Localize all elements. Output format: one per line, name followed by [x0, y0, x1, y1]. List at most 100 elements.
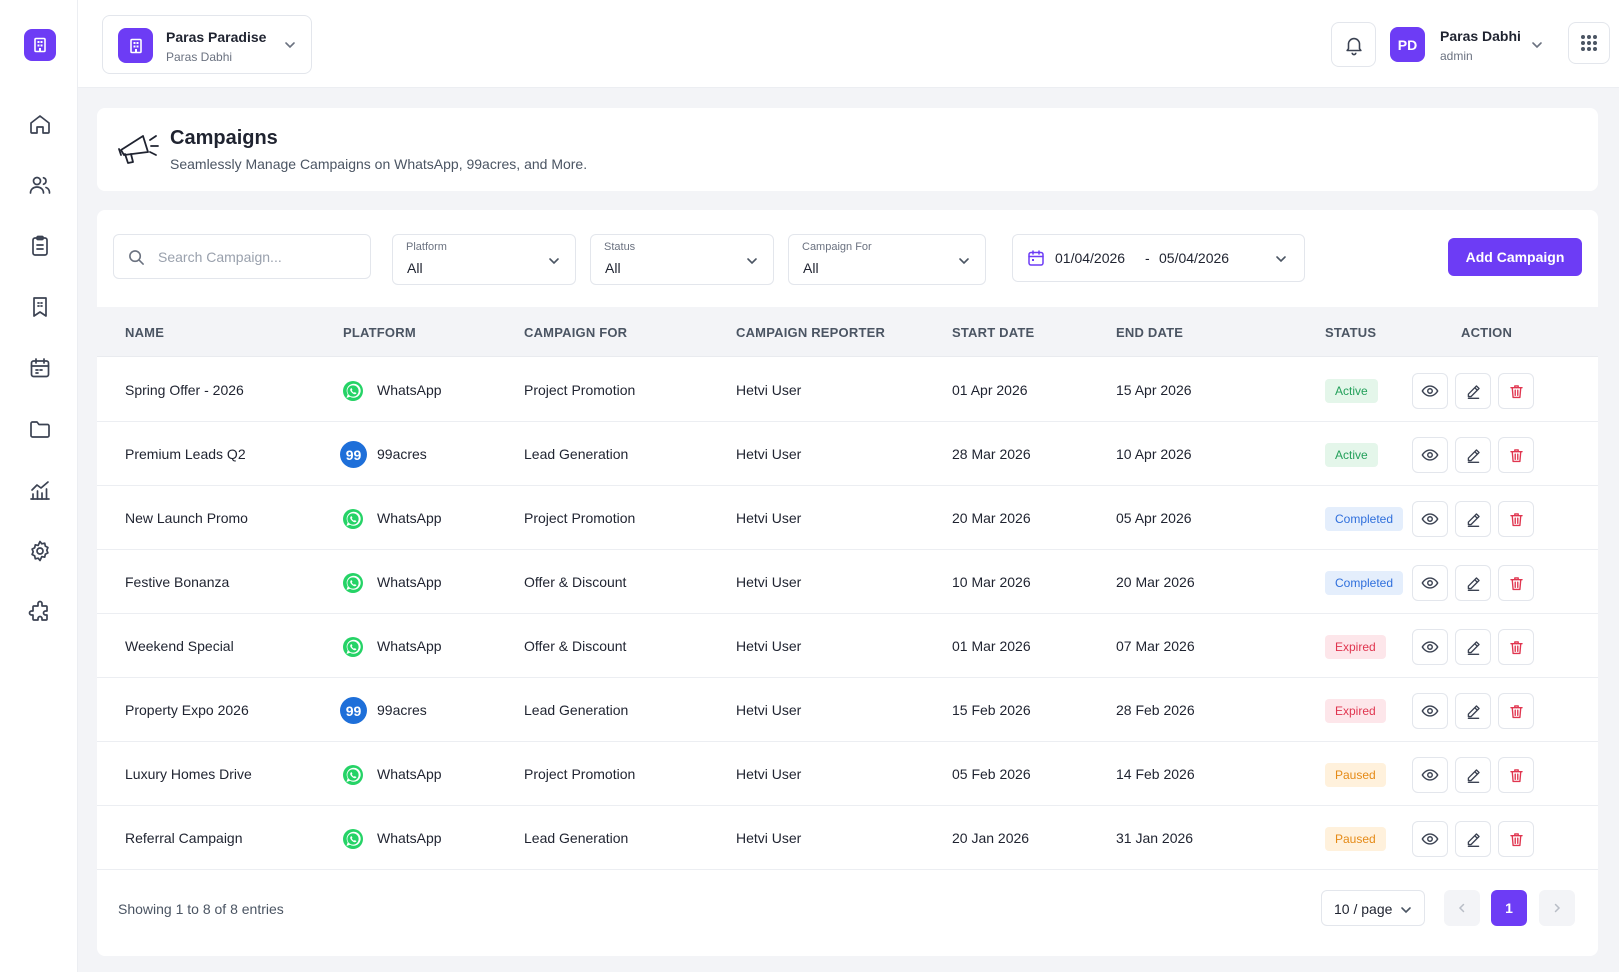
search-input[interactable] [158, 235, 363, 278]
campaign-platform: WhatsApp [377, 510, 442, 526]
campaign-reporter: Hetvi User [736, 766, 802, 782]
campaign-name[interactable]: Property Expo 2026 [125, 702, 249, 718]
edit-button[interactable] [1455, 373, 1491, 409]
campaign-platform: WhatsApp [377, 638, 442, 654]
delete-button[interactable] [1498, 501, 1534, 537]
status-badge: Active [1325, 443, 1378, 467]
platform-filter[interactable]: Platform All [392, 234, 576, 285]
page-button-current[interactable]: 1 [1491, 890, 1527, 926]
campaign-name[interactable]: New Launch Promo [125, 510, 248, 526]
add-campaign-button[interactable]: Add Campaign [1448, 238, 1582, 276]
delete-button[interactable] [1498, 437, 1534, 473]
campaigns-card: Platform All Status All Campaign For All… [97, 210, 1598, 956]
column-header-end-date[interactable]: END DATE [1116, 325, 1184, 340]
view-button[interactable] [1412, 437, 1448, 473]
view-button[interactable] [1412, 373, 1448, 409]
project-owner: Paras Dabhi [166, 50, 233, 64]
next-page-button[interactable] [1539, 890, 1575, 926]
megaphone-icon [118, 135, 159, 164]
status-filter-label: Status [604, 241, 636, 253]
edit-button[interactable] [1455, 757, 1491, 793]
delete-button[interactable] [1498, 373, 1534, 409]
sidebar-item-calendar[interactable] [22, 350, 58, 386]
campaign-start-date: 10 Mar 2026 [952, 574, 1031, 590]
edit-button[interactable] [1455, 629, 1491, 665]
sidebar-item-home[interactable] [22, 106, 58, 142]
user-menu[interactable]: PD Paras Dabhi admin [1390, 26, 1550, 66]
trash-icon [1509, 704, 1523, 718]
pencil-icon [1467, 704, 1480, 719]
sidebar-item-users[interactable] [22, 167, 58, 203]
campaign-name[interactable]: Referral Campaign [125, 830, 243, 846]
sidebar-item-analytics[interactable] [22, 472, 58, 508]
campaign-end-date: 15 Apr 2026 [1116, 382, 1192, 398]
column-header-reporter[interactable]: CAMPAIGN REPORTER [736, 325, 886, 340]
status-filter[interactable]: Status All [590, 234, 774, 285]
edit-button[interactable] [1455, 565, 1491, 601]
column-header-platform[interactable]: PLATFORM [343, 325, 416, 340]
platform-filter-label: Platform [406, 241, 447, 253]
column-header-name[interactable]: NAME [125, 325, 165, 340]
delete-button[interactable] [1498, 629, 1534, 665]
prev-page-button[interactable] [1444, 890, 1480, 926]
column-header-status[interactable]: STATUS [1325, 325, 1377, 340]
campaign-for-filter[interactable]: Campaign For All [788, 234, 986, 285]
sidebar-item-tasks[interactable] [22, 228, 58, 264]
whatsapp-icon [343, 829, 363, 849]
analytics-icon [30, 481, 50, 500]
campaign-start-date: 20 Mar 2026 [952, 510, 1031, 526]
clipboard-icon [32, 235, 48, 256]
column-header-start-date[interactable]: START DATE [952, 325, 1035, 340]
edit-button[interactable] [1455, 821, 1491, 857]
campaign-name[interactable]: Festive Bonanza [125, 574, 230, 590]
page-size-select[interactable]: 10 / page [1321, 890, 1425, 926]
view-button[interactable] [1412, 629, 1448, 665]
edit-button[interactable] [1455, 501, 1491, 537]
view-button[interactable] [1412, 821, 1448, 857]
page-size-value: 10 / page [1334, 901, 1393, 917]
edit-button[interactable] [1455, 693, 1491, 729]
app-logo[interactable] [24, 29, 56, 61]
campaign-name[interactable]: Spring Offer - 2026 [125, 382, 244, 398]
view-button[interactable] [1412, 501, 1448, 537]
building-icon [129, 38, 142, 53]
delete-button[interactable] [1498, 693, 1534, 729]
apps-grid-button[interactable] [1568, 22, 1610, 64]
search-icon [129, 250, 144, 265]
sidebar-item-settings[interactable] [22, 533, 58, 569]
whatsapp-icon [343, 765, 363, 785]
column-header-action: ACTION [1461, 325, 1513, 340]
campaign-for: Project Promotion [524, 510, 636, 526]
delete-button[interactable] [1498, 565, 1534, 601]
trash-icon [1509, 448, 1523, 462]
eye-icon [1421, 385, 1439, 397]
campaign-name[interactable]: Luxury Homes Drive [125, 766, 252, 782]
avatar: PD [1390, 27, 1425, 62]
project-switcher[interactable]: Paras Paradise Paras Dabhi [102, 15, 312, 74]
view-button[interactable] [1412, 757, 1448, 793]
sidebar-item-integrations[interactable] [22, 594, 58, 630]
project-logo [118, 28, 153, 63]
column-header-campaign-for[interactable]: CAMPAIGN FOR [524, 325, 628, 340]
platform-filter-value: All [407, 260, 423, 276]
chevron-down-icon [1276, 256, 1286, 263]
sidebar-item-projects[interactable] [22, 289, 58, 325]
campaign-reporter: Hetvi User [736, 382, 802, 398]
notifications-button[interactable] [1331, 22, 1376, 67]
eye-icon [1421, 641, 1439, 653]
sidebar-item-files[interactable] [22, 411, 58, 447]
eye-icon [1421, 577, 1439, 589]
date-range-picker[interactable]: 01/04/2026 - 05/04/2026 [1012, 234, 1305, 282]
delete-button[interactable] [1498, 757, 1534, 793]
view-button[interactable] [1412, 565, 1448, 601]
date-from: 01/04/2026 [1055, 250, 1126, 266]
delete-button[interactable] [1498, 821, 1534, 857]
campaign-name[interactable]: Weekend Special [125, 638, 234, 654]
table-row: Spring Offer - 2026 WhatsApp Project Promo… [97, 358, 1598, 422]
trash-icon [1509, 640, 1523, 654]
edit-button[interactable] [1455, 437, 1491, 473]
campaign-for: Lead Generation [524, 830, 629, 846]
view-button[interactable] [1412, 693, 1448, 729]
campaign-name[interactable]: Premium Leads Q2 [125, 446, 246, 462]
campaign-end-date: 05 Apr 2026 [1116, 510, 1192, 526]
